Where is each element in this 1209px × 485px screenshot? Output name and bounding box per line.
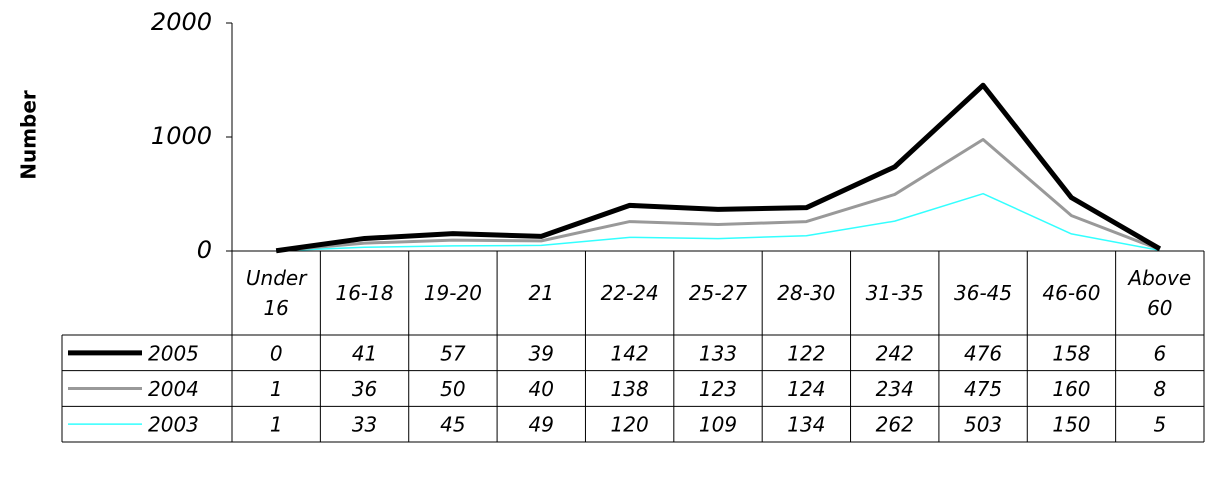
table-cell: 123 (699, 377, 737, 401)
x-tick-label: 16-18 (335, 281, 394, 305)
table-cell: 45 (440, 413, 465, 437)
x-tick-label: 36-45 (954, 281, 1013, 305)
x-tick-label: 19-20 (423, 281, 482, 305)
x-tick-label: Under 16 (245, 266, 307, 320)
x-tick-label-box: 25-27 (688, 281, 748, 305)
x-tick-label-box: Under 16 (245, 266, 307, 320)
table-cell: 134 (787, 413, 825, 437)
table-cell: 122 (787, 341, 825, 365)
table-cell: 8 (1153, 377, 1166, 401)
table-cell: 49 (529, 413, 554, 437)
legend-label: 2004 (148, 377, 199, 401)
table-cell: 160 (1052, 377, 1090, 401)
series-line (276, 192, 1160, 252)
table-cell: 475 (964, 377, 1002, 401)
x-tick-label: 28-30 (777, 281, 836, 305)
legend-label: 2003 (148, 413, 199, 437)
table-cell: 124 (787, 377, 825, 401)
x-tick-label-box: 21 (528, 281, 554, 305)
y-tick-label: 0 (197, 236, 212, 264)
table-cell: 0 (270, 341, 283, 365)
table-cell: 138 (611, 377, 649, 401)
x-tick-label: 22-24 (600, 281, 659, 305)
table-cell: 36 (352, 377, 377, 401)
table-cell: 158 (1052, 341, 1090, 365)
x-tick-label: 31-35 (865, 281, 924, 305)
table-cell: 150 (1052, 413, 1090, 437)
table-cell: 120 (611, 413, 649, 437)
table-cell: 5 (1153, 413, 1166, 437)
series-line (276, 138, 1161, 253)
table-cell: 242 (876, 341, 914, 365)
x-tick-label: 21 (528, 281, 554, 305)
x-tick-label: Above 60 (1128, 266, 1192, 320)
y-axis-label: Number (17, 90, 41, 180)
x-tick-label-box: Above 60 (1128, 266, 1192, 320)
x-tick-label-box: 19-20 (423, 281, 482, 305)
x-tick-label-box: 46-60 (1042, 281, 1101, 305)
x-tick-label-box: 22-24 (600, 281, 659, 305)
table-cell: 57 (440, 341, 466, 365)
table-cell: 41 (352, 341, 377, 365)
legend-label: 2005 (148, 341, 199, 365)
y-tick-label: 1000 (151, 122, 212, 150)
table-cell: 1 (270, 377, 283, 401)
table-cell: 39 (529, 341, 554, 365)
series-line (275, 82, 1162, 254)
table-cell: 476 (964, 341, 1002, 365)
x-tick-label: 25-27 (688, 281, 748, 305)
x-tick-label: 46-60 (1042, 281, 1101, 305)
table-cell: 262 (876, 413, 914, 437)
table-cell: 234 (876, 377, 914, 401)
table-cell: 109 (699, 413, 737, 437)
x-tick-label-box: 16-18 (335, 281, 394, 305)
x-tick-label-box: 36-45 (954, 281, 1013, 305)
x-tick-label-box: 28-30 (777, 281, 836, 305)
y-tick-label: 2000 (151, 8, 212, 36)
table-cell: 6 (1153, 341, 1166, 365)
x-tick-label-box: 31-35 (865, 281, 924, 305)
table-cell: 142 (611, 341, 649, 365)
table-cell: 40 (529, 377, 554, 401)
table-cell: 33 (352, 413, 377, 437)
table-cell: 503 (964, 413, 1002, 437)
table-cell: 133 (699, 341, 737, 365)
table-cell: 1 (270, 413, 283, 437)
table-cell: 50 (440, 377, 465, 401)
